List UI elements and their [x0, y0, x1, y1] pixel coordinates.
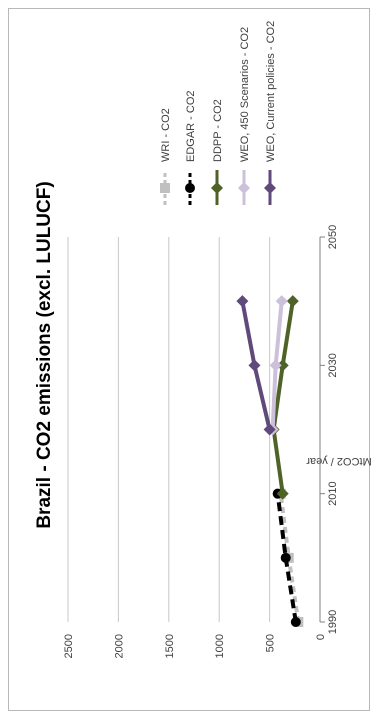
data-point: [290, 617, 301, 627]
y-tick-label: 1000: [214, 634, 226, 658]
y-tick-label: 2000: [113, 634, 125, 658]
legend-label: EDGAR - CO2: [185, 90, 197, 162]
data-point: [248, 359, 261, 372]
data-point: [263, 423, 276, 436]
axes: 0 500 1000 1500 2000 2500 1990 2010 2030 2050: [63, 225, 339, 659]
data-point: [286, 295, 299, 308]
legend-label: WRI - CO2: [160, 108, 172, 162]
y-tick-label: 1500: [164, 634, 176, 658]
legend-item: EDGAR - CO2: [185, 90, 197, 205]
data-point: [280, 552, 291, 563]
legend-label: WEO, Current policies - CO2: [265, 21, 277, 162]
data-point: [160, 183, 170, 193]
data-point: [211, 182, 223, 194]
legend-item: WRI - CO2: [160, 108, 172, 205]
legend-item: DDPP - CO2: [211, 99, 224, 205]
data-point: [276, 487, 289, 500]
legend-label: WEO, 450 Scenarios - CO2: [239, 27, 251, 162]
series-layer: [236, 295, 304, 627]
data-point: [269, 359, 282, 372]
series-4: [236, 295, 276, 436]
data-point: [238, 182, 250, 194]
x-tick-label: 2010: [327, 481, 339, 505]
data-point: [275, 295, 288, 308]
y-tick-label: 0: [315, 634, 327, 640]
series-line: [271, 300, 295, 494]
y-tick-label: 500: [265, 634, 277, 652]
x-tick-label: 1990: [327, 610, 339, 634]
data-point: [276, 359, 289, 372]
legend-item: WEO, 450 Scenarios - CO2: [238, 27, 251, 205]
y-axis-title: MtCO2 / year: [306, 455, 372, 467]
legend-label: DDPP - CO2: [212, 99, 224, 162]
y-tick-label: 2500: [63, 634, 75, 658]
chart-title: Brazil - CO2 emissions (excl. LULUCF): [34, 181, 55, 528]
legend-item: WEO, Current policies - CO2: [264, 21, 277, 205]
x-tick-label: 2030: [327, 353, 339, 377]
x-tick-label: 2050: [327, 225, 339, 249]
data-point: [185, 183, 195, 193]
data-point: [264, 182, 276, 194]
data-point: [236, 295, 249, 308]
gridlines: [67, 237, 321, 622]
legend: WRI - CO2 EDGAR - CO2 DDPP - CO2 WEO, 450 S…: [160, 21, 277, 205]
